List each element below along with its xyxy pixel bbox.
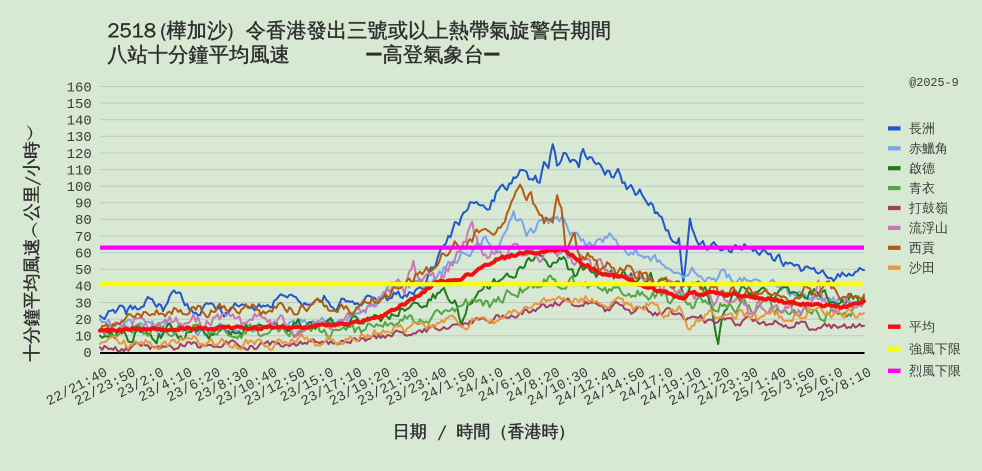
svg-text:150: 150: [67, 97, 92, 113]
svg-text:70: 70: [75, 230, 92, 246]
svg-text:110: 110: [67, 163, 92, 179]
svg-text:130: 130: [67, 130, 92, 146]
svg-text:40: 40: [75, 280, 92, 296]
svg-text:80: 80: [75, 213, 92, 229]
svg-text:0: 0: [83, 346, 91, 362]
svg-text:@2025-9: @2025-9: [909, 76, 959, 90]
svg-text:120: 120: [67, 147, 92, 163]
svg-text:10: 10: [75, 330, 92, 346]
svg-text:60: 60: [75, 246, 92, 262]
svg-text:30: 30: [75, 296, 92, 312]
svg-text:50: 50: [75, 263, 92, 279]
svg-text:140: 140: [67, 114, 92, 130]
svg-text:100: 100: [67, 180, 92, 196]
svg-text:90: 90: [75, 197, 92, 213]
svg-text:20: 20: [75, 313, 92, 329]
svg-text:160: 160: [67, 80, 92, 96]
